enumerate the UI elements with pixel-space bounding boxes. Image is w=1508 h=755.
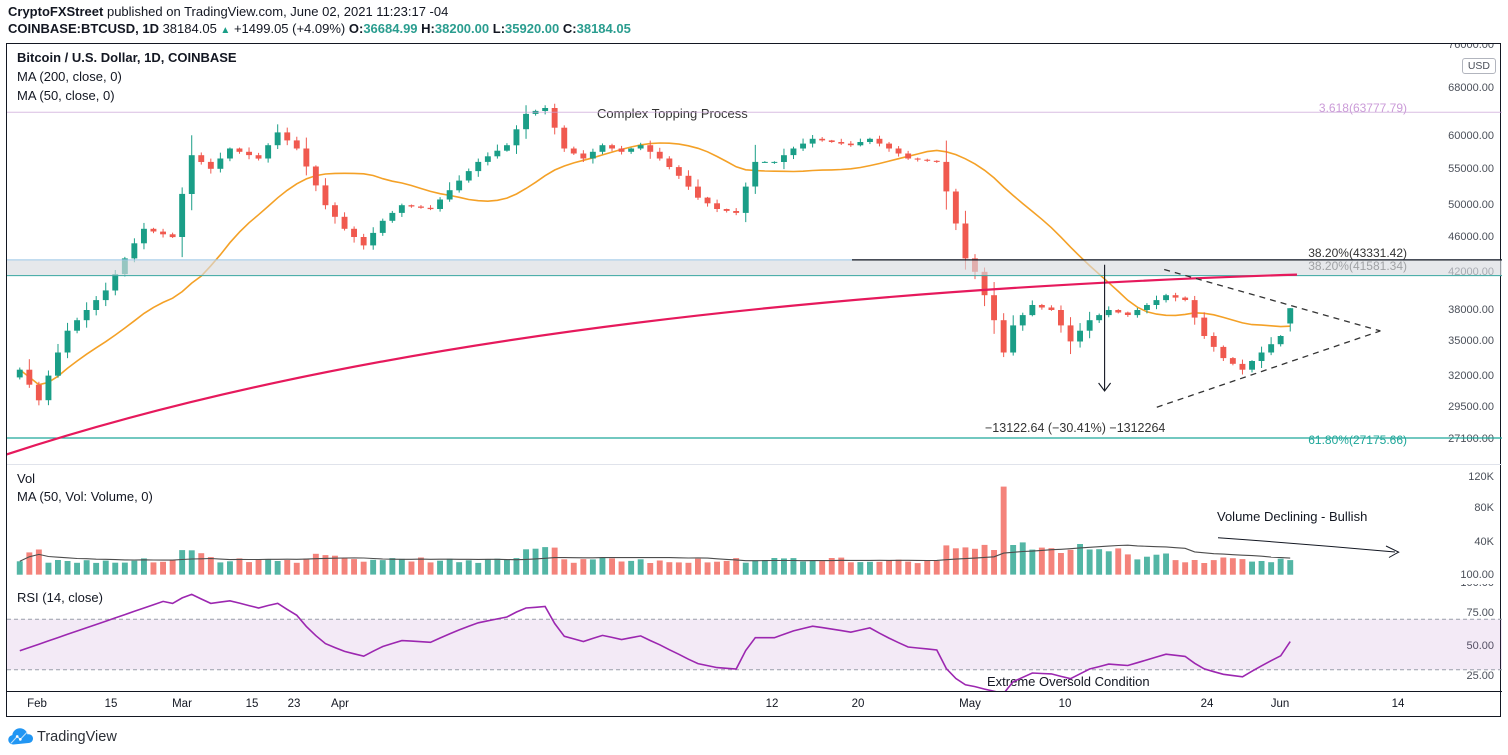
svg-text:TradingView: TradingView bbox=[37, 729, 117, 745]
